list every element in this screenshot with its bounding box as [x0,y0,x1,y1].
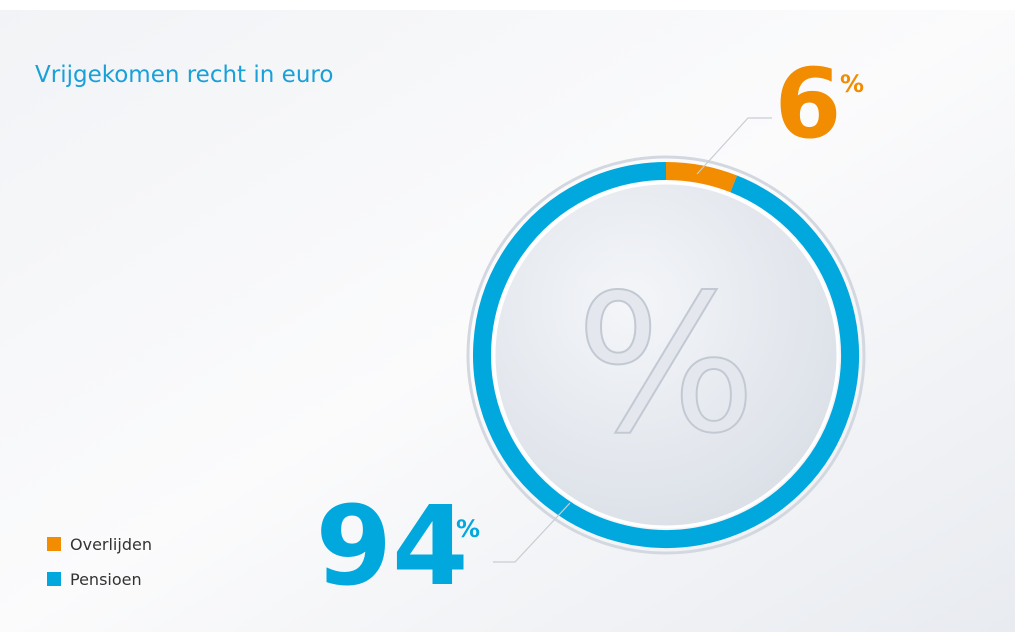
donut-segment [473,162,859,548]
ring-shadow [466,155,866,555]
chart-title: Vrijgekomen recht in euro [35,62,333,88]
leader-line [493,502,571,563]
legend-swatch [47,572,61,586]
top-strip [0,0,1015,10]
center-symbol: % [576,254,757,475]
data-label-unit: % [840,70,864,98]
data-label: 6 [775,48,842,160]
data-label-unit: % [456,515,480,543]
legend-label: Overlijden [70,535,152,554]
leader-line [696,117,772,175]
legend-label: Pensioen [70,570,142,589]
data-label: 94 [315,482,468,610]
donut-segment [665,162,738,193]
inner-disc [492,181,840,529]
legend-swatch [47,537,61,551]
